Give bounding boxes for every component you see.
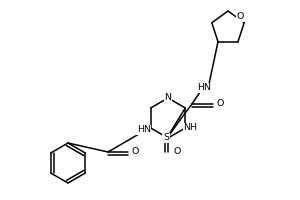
Text: HN: HN xyxy=(197,84,211,92)
Text: O: O xyxy=(236,12,244,21)
Text: NH: NH xyxy=(183,123,197,132)
Text: HN: HN xyxy=(137,126,151,134)
Text: S: S xyxy=(163,134,169,142)
Text: O: O xyxy=(131,148,139,156)
Text: O: O xyxy=(173,148,181,156)
Text: N: N xyxy=(164,94,172,102)
Text: O: O xyxy=(216,99,224,108)
